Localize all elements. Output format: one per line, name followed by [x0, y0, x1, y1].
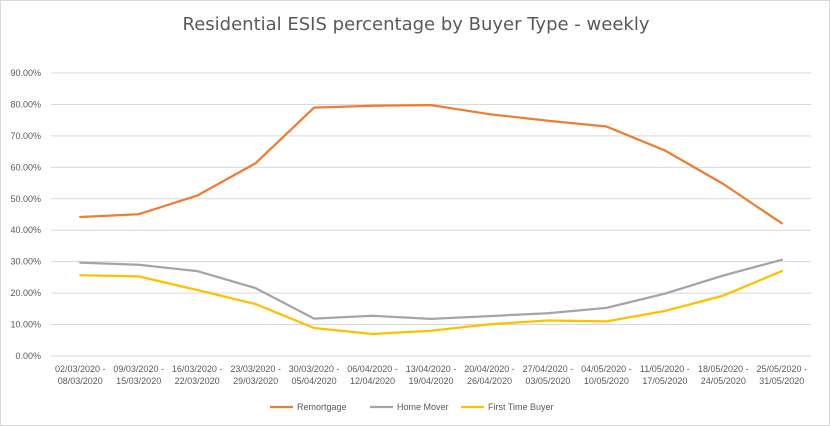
x-tick-label: 02/03/2020 -08/03/2020: [55, 364, 106, 386]
chart-title: Residential ESIS percentage by Buyer Typ…: [183, 14, 650, 35]
y-tick-label: 30.00%: [10, 257, 41, 267]
series-line-remortgage: [79, 103, 783, 225]
y-tick-label: 0.00%: [15, 351, 41, 361]
series-lines: [79, 103, 783, 336]
x-tick-label: 18/05/2020 -24/05/2020: [698, 364, 749, 386]
legend-label-first-time-buyer: First Time Buyer: [488, 402, 554, 412]
y-tick-label: 90.00%: [10, 68, 41, 78]
y-tick-label: 20.00%: [10, 288, 41, 298]
x-tick-label: 23/03/2020 -29/03/2020: [230, 364, 281, 386]
y-tick-label: 10.00%: [10, 320, 41, 330]
x-tick-label: 25/05/2020 -31/05/2020: [756, 364, 807, 386]
x-tick-label: 16/03/2020 -22/03/2020: [172, 364, 223, 386]
x-tick-label: 04/05/2020 -10/05/2020: [581, 364, 632, 386]
x-tick-label: 20/04/2020 -26/04/2020: [464, 364, 515, 386]
series-line-first-time-buyer: [79, 269, 783, 336]
x-tick-label: 13/04/2020 -19/04/2020: [406, 364, 457, 386]
gridlines: [51, 72, 811, 357]
legend-label-remortgage: Remortgage: [297, 402, 347, 412]
x-tick-label: 27/04/2020 -03/05/2020: [523, 364, 574, 386]
y-tick-label: 40.00%: [10, 225, 41, 235]
y-tick-label: 50.00%: [10, 194, 41, 204]
x-tick-label: 30/03/2020 -05/04/2020: [289, 364, 340, 386]
x-tick-label: 06/04/2020 -12/04/2020: [347, 364, 398, 386]
y-tick-label: 60.00%: [10, 162, 41, 172]
x-tick-label: 11/05/2020 -17/05/2020: [640, 364, 690, 386]
series-line-home-mover: [79, 258, 783, 321]
x-axis-ticks: 02/03/2020 -08/03/2020 09/03/2020 -15/03/…: [55, 364, 807, 386]
legend-label-home-mover: Home Mover: [397, 402, 449, 412]
legend: Remortgage Home Mover First Time Buyer: [270, 402, 554, 412]
y-tick-label: 80.00%: [10, 99, 41, 109]
x-tick-label: 09/03/2020 -15/03/2020: [113, 364, 164, 386]
y-axis-ticks: 0.00% 10.00% 20.00% 30.00% 40.00% 50.00% 60.00…: [10, 68, 41, 361]
y-tick-label: 70.00%: [10, 131, 41, 141]
